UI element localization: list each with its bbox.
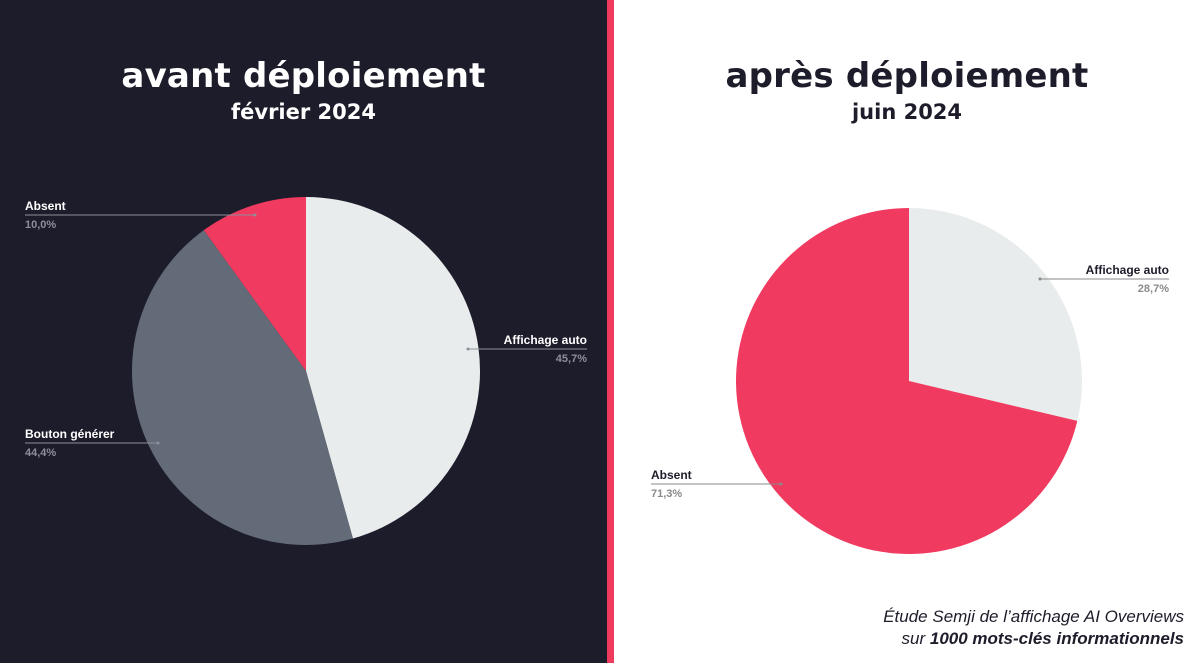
right-panel: après déploiement juin 2024 <box>614 0 1200 663</box>
study-caption: Étude Semji de l’affichage AI Overviews … <box>883 606 1184 650</box>
caption-bold: 1000 mots-clés informationnels <box>929 629 1184 648</box>
caption-prefix: sur <box>901 629 930 648</box>
left-chart-title: avant déploiement <box>121 56 486 96</box>
caption-line-2: sur 1000 mots-clés informationnels <box>883 628 1184 650</box>
left-panel: avant déploiement février 2024 <box>0 0 607 663</box>
left-chart-subtitle: février 2024 <box>231 100 376 124</box>
right-chart-title: après déploiement <box>725 56 1089 96</box>
right-chart-subtitle: juin 2024 <box>851 100 963 124</box>
panel-divider <box>607 0 614 663</box>
caption-line-1: Étude Semji de l’affichage AI Overviews <box>883 607 1184 626</box>
